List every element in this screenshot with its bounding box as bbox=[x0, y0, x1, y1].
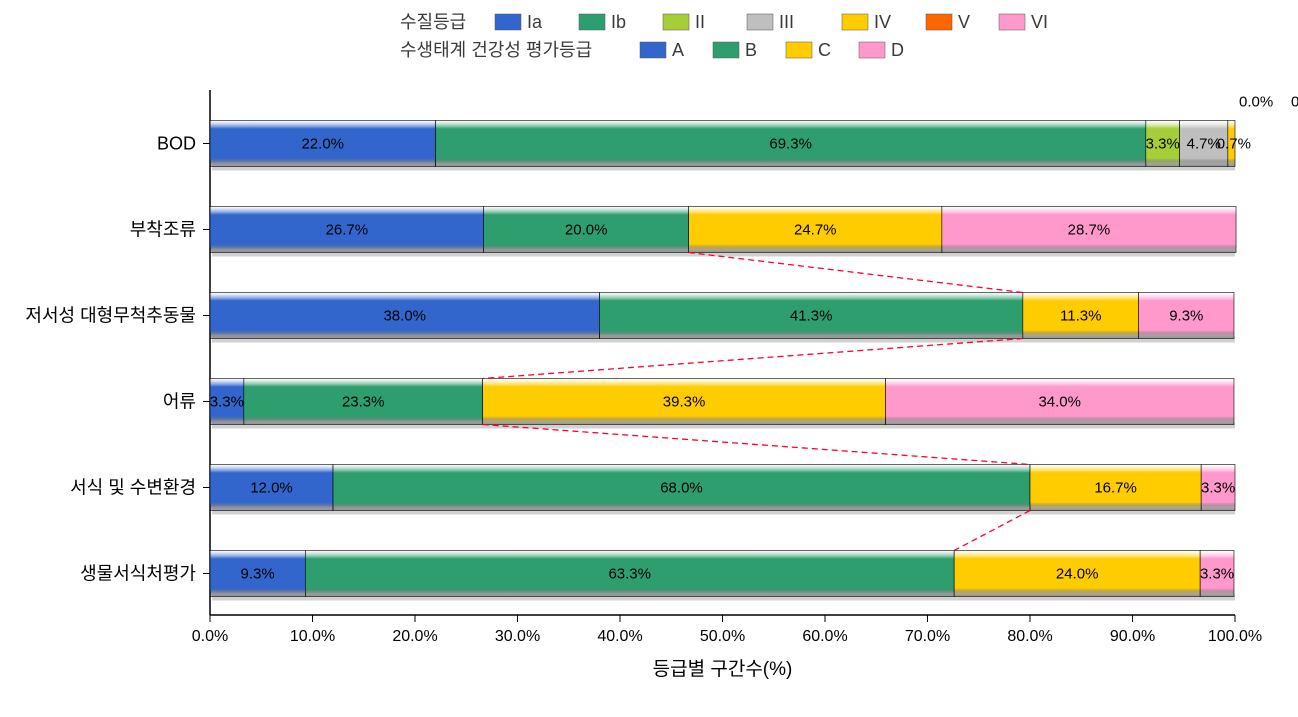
legend-item-label: II bbox=[695, 12, 705, 32]
legend-swatch bbox=[495, 14, 521, 30]
x-tick-label: 30.0% bbox=[495, 628, 540, 645]
bar-data-label: 3.3% bbox=[1201, 480, 1235, 497]
x-tick-label: 100.0% bbox=[1208, 628, 1262, 645]
legend-item-label: Ia bbox=[527, 12, 543, 32]
x-tick-label: 40.0% bbox=[597, 628, 642, 645]
bar-data-label: 20.0% bbox=[565, 222, 608, 239]
bar-data-label: 39.3% bbox=[663, 394, 706, 411]
bar-data-label: 22.0% bbox=[301, 136, 344, 153]
legend-item-label: A bbox=[672, 40, 684, 60]
x-tick-label: 70.0% bbox=[905, 628, 950, 645]
bar-data-label: 4.7% bbox=[1187, 136, 1221, 153]
stacked-bar-chart: 0.0% 10.0% 20.0% 30.0% 40.0% 50.0% 60.0% 70.0% 8… bbox=[0, 0, 1298, 717]
x-axis-label: 등급별 구간수(%) bbox=[653, 658, 793, 680]
legend-item-label: D bbox=[891, 40, 904, 60]
y-category-label: BOD bbox=[157, 134, 196, 154]
legend-swatch bbox=[640, 42, 666, 58]
bar-data-label: 24.0% bbox=[1056, 566, 1099, 583]
bar-data-label: 38.0% bbox=[383, 308, 426, 325]
bar-data-label: 0.7% bbox=[1217, 136, 1251, 153]
x-tick-label: 0.0% bbox=[192, 628, 228, 645]
legend-item-label: Ib bbox=[611, 12, 626, 32]
bar-data-label: 9.3% bbox=[1169, 308, 1203, 325]
bar-data-label: 28.7% bbox=[1068, 222, 1111, 239]
legend-swatch bbox=[926, 14, 952, 30]
legend-row-title: 수질등급 bbox=[400, 12, 466, 32]
bar-data-label: 23.3% bbox=[342, 394, 385, 411]
bar-data-label: 0.0% bbox=[1291, 94, 1298, 111]
bar-data-label: 11.3% bbox=[1060, 308, 1101, 325]
bar-data-label: 12.0% bbox=[250, 480, 293, 497]
bar-data-label: 69.3% bbox=[769, 136, 812, 153]
chart-svg: 0.0% 10.0% 20.0% 30.0% 40.0% 50.0% 60.0% 70.0% 8… bbox=[0, 0, 1298, 717]
legend-item-label: VI bbox=[1031, 12, 1048, 32]
bar-data-label: 41.3% bbox=[790, 308, 833, 325]
legend-swatch bbox=[663, 14, 689, 30]
legend-swatch bbox=[747, 14, 773, 30]
bar-data-label: 24.7% bbox=[794, 222, 837, 239]
y-category-label: 어류 bbox=[163, 392, 196, 412]
legend-item-label: III bbox=[779, 12, 794, 32]
x-tick-label: 20.0% bbox=[392, 628, 437, 645]
bar-data-label: 26.7% bbox=[326, 222, 369, 239]
bar-data-label: 0.0% bbox=[1239, 94, 1273, 111]
legend-item-label: V bbox=[958, 12, 970, 32]
y-category-label: 서식 및 수변환경 bbox=[70, 478, 196, 498]
legend-swatch bbox=[713, 42, 739, 58]
y-category-label: 저서성 대형무척추동물 bbox=[25, 306, 196, 326]
legend-item-label: C bbox=[818, 40, 831, 60]
x-tick-label: 50.0% bbox=[700, 628, 745, 645]
legend-swatch bbox=[842, 14, 868, 30]
legend-item-label: B bbox=[745, 40, 757, 60]
legend-swatch bbox=[999, 14, 1025, 30]
bar-data-label: 63.3% bbox=[608, 566, 651, 583]
y-category-label: 생물서식처평가 bbox=[80, 564, 196, 584]
x-tick-label: 10.0% bbox=[290, 628, 335, 645]
legend-swatch bbox=[859, 42, 885, 58]
legend-row-title: 수생태계 건강성 평가등급 bbox=[400, 40, 592, 60]
bar-data-label: 16.7% bbox=[1094, 480, 1137, 497]
x-tick-label: 80.0% bbox=[1007, 628, 1052, 645]
y-category-label: 부착조류 bbox=[130, 220, 196, 240]
bar-data-label: 3.3% bbox=[1146, 136, 1180, 153]
x-tick-label: 60.0% bbox=[802, 628, 847, 645]
legend-swatch bbox=[786, 42, 812, 58]
x-tick-label: 90.0% bbox=[1110, 628, 1155, 645]
bar-data-label: 9.3% bbox=[241, 566, 275, 583]
bar-data-label: 3.3% bbox=[210, 394, 244, 411]
bar-data-label: 34.0% bbox=[1038, 394, 1081, 411]
legend-swatch bbox=[579, 14, 605, 30]
bar-data-label: 3.3% bbox=[1200, 566, 1234, 583]
bar-data-label: 68.0% bbox=[660, 480, 703, 497]
legend-item-label: IV bbox=[874, 12, 891, 32]
